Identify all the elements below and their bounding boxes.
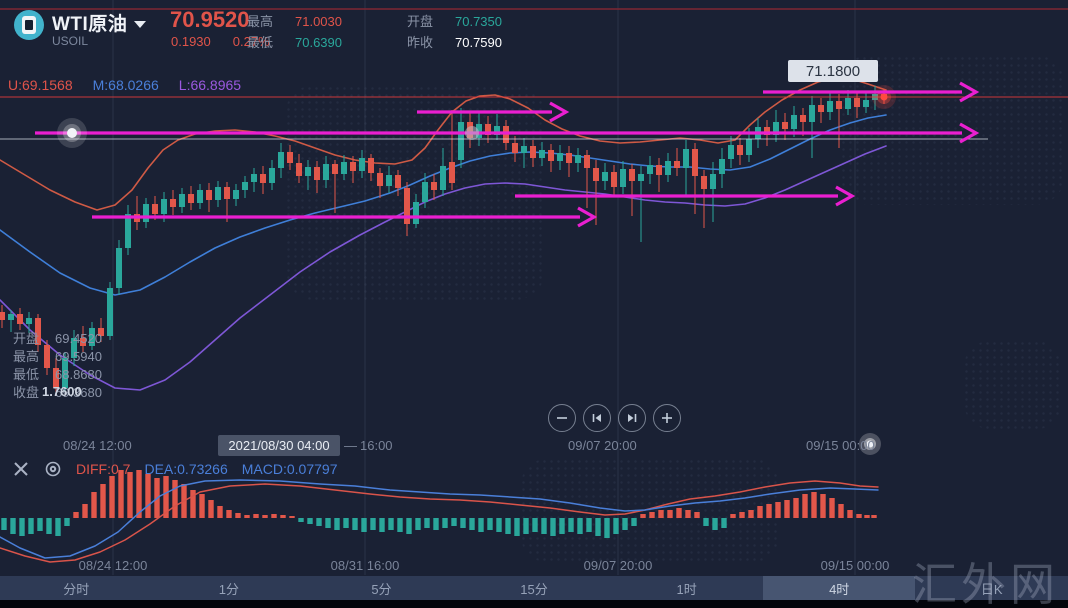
tab-4hour-selected[interactable]: 4时: [762, 576, 916, 600]
daily-stats: 最高 71.0030 开盘 70.7350 最低 70.6390 昨收 70.7…: [247, 11, 502, 53]
tooltip-overlay-value: 1.7600: [42, 384, 82, 399]
boll-indicator-values: U:69.1568 M:68.0266 L:66.8965: [8, 77, 241, 93]
chevron-down-icon: [134, 21, 147, 29]
tab-15min[interactable]: 15分: [520, 581, 548, 597]
macd-macd-value: MACD:0.07797: [241, 461, 338, 477]
bottom-strip: [0, 600, 1068, 608]
stat-prev-close: 70.7590: [455, 35, 502, 50]
symbol-code: USOIL: [52, 34, 89, 48]
tab-5min[interactable]: 5分: [371, 581, 392, 597]
crosshair-time-label: 2021/08/30 04:00: [218, 435, 340, 456]
zoom-in-button[interactable]: [653, 404, 681, 432]
timeframe-tabbar: 分时 1分 5分 15分 1时 4时 日K: [0, 576, 1068, 600]
map-dots-decor: [285, 85, 545, 300]
chart-nav-controls: [548, 404, 681, 432]
time-tick: 09/15 00:00: [806, 438, 875, 453]
price-level-tag: 71.1800: [788, 60, 878, 82]
stat-low: 70.6390: [295, 35, 342, 50]
symbol-selector[interactable]: WTI原油: [52, 9, 147, 36]
instrument-logo-icon: [14, 10, 44, 40]
skip-to-start-button[interactable]: [583, 404, 611, 432]
skip-to-end-button[interactable]: [618, 404, 646, 432]
tab-1min[interactable]: 1分: [218, 581, 239, 597]
tooltip-close: 69.3680: [55, 385, 102, 400]
instrument-header: WTI原油 USOIL 70.9520 0.1930 0.27% 最高 71.0…: [0, 0, 1068, 56]
macd-diff-value: DIFF:0.7: [76, 461, 131, 477]
time-dash: —: [344, 438, 357, 453]
time-tick: 08/24 12:00: [78, 558, 148, 573]
map-dots-decor: [963, 340, 1063, 430]
tooltip-high: 69.5940: [55, 349, 102, 364]
tooltip-low: 68.8680: [55, 367, 102, 382]
boll-lower-value: L:66.8965: [178, 77, 242, 93]
stat-high: 71.0030: [295, 14, 342, 29]
last-price: 70.9520: [170, 7, 250, 32]
change-value: 0.1930: [171, 34, 211, 49]
stat-label: 昨收: [407, 35, 434, 50]
drawing-handle[interactable]: [465, 126, 479, 140]
zoom-out-button[interactable]: [548, 404, 576, 432]
tooltip-label: 收盘: [13, 385, 40, 400]
main-time-axis: 08/24 12:00 2021/08/30 04:00 — 16:00 09/…: [0, 435, 1068, 456]
tooltip-label: 最高: [13, 349, 40, 364]
boll-upper-value: U:69.1568: [8, 77, 73, 93]
stat-label: 最低: [247, 35, 274, 50]
drawing-handle[interactable]: [859, 433, 881, 455]
indicator-settings-icon[interactable]: [44, 460, 62, 478]
tooltip-label: 最低: [13, 367, 40, 382]
drawing-handle[interactable]: [57, 118, 87, 148]
tab-daily[interactable]: 日K: [980, 581, 1003, 597]
close-indicator-icon[interactable]: [12, 460, 30, 478]
time-tick: 08/31 16:00: [330, 558, 400, 573]
macd-dea-value: DEA:0.73266: [144, 461, 228, 477]
stat-label: 开盘: [407, 14, 434, 29]
time-tick-partial: 16:00: [360, 438, 393, 453]
symbol-name: WTI原油: [52, 14, 128, 35]
macd-header: DIFF:0.7 DEA:0.73266 MACD:0.07797: [12, 460, 337, 478]
time-tick: 08/24 12:00: [63, 438, 132, 453]
change-percent: 0.27%: [232, 34, 270, 49]
price-change: 0.1930 0.27%: [171, 34, 270, 49]
macd-time-axis: 08/24 12:00 08/31 16:00 09/07 20:00 09/1…: [0, 558, 1068, 574]
boll-middle-value: M:68.0266: [92, 77, 159, 93]
tooltip-open: 69.4520: [55, 331, 102, 346]
stat-open: 70.7350: [455, 14, 502, 29]
time-tick: 09/07 20:00: [583, 558, 653, 573]
tooltip-label: 开盘: [13, 331, 40, 346]
candle-ohlc-tooltip: 开盘 69.4520 最高 69.5940 最低 68.8680 收盘 69.3680: [13, 330, 102, 402]
time-tick: 09/15 00:00: [820, 558, 890, 573]
site-watermark: 汇外网: [912, 559, 1060, 608]
tab-fenshi[interactable]: 分时: [63, 581, 90, 597]
stat-label: 最高: [247, 14, 274, 29]
tab-1hour[interactable]: 1时: [676, 581, 697, 597]
time-tick: 09/07 20:00: [568, 438, 637, 453]
